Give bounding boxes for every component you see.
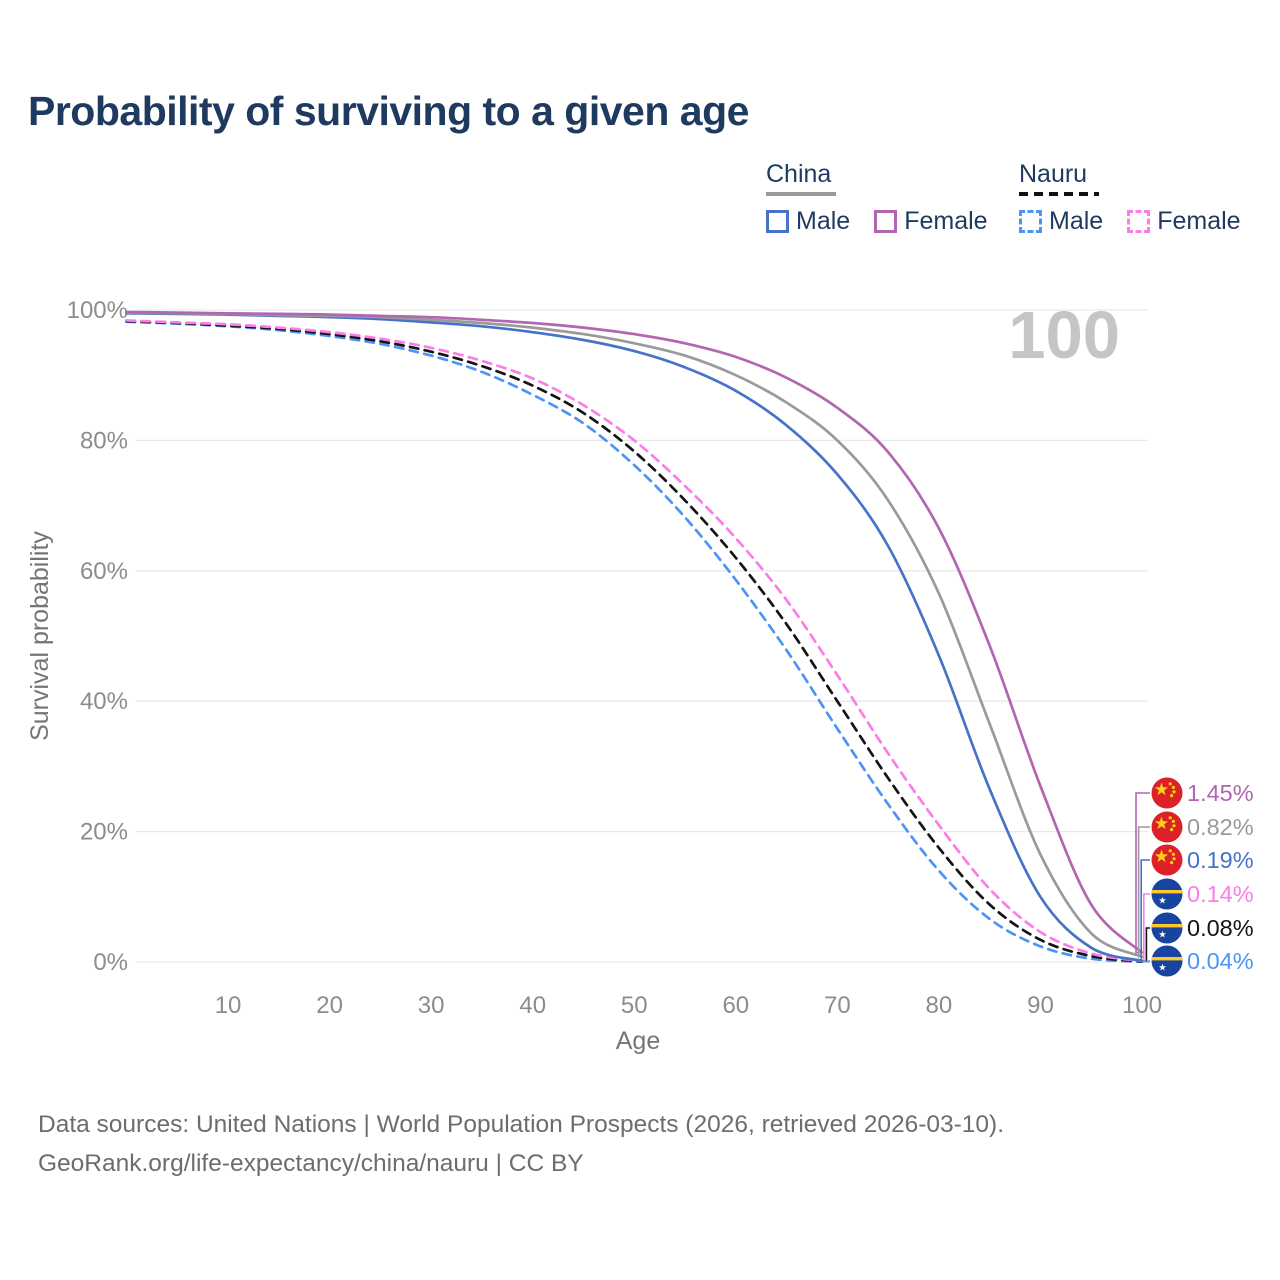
source-attribution: Data sources: United Nations | World Pop… [38, 1105, 1004, 1183]
nauru-male-checkbox-icon [1019, 210, 1042, 233]
end-value: 0.82% [1187, 814, 1254, 840]
x-tick-label: 70 [824, 992, 851, 1019]
x-tick-label: 60 [722, 992, 749, 1019]
legend-nauru-female-label: Female [1157, 207, 1241, 235]
china-flag-icon [1152, 812, 1183, 843]
connector-nauru_male [1142, 960, 1150, 963]
end-labels: 1.45% 0.82% 0.19% 0.14% 0.08% 0.04% [1152, 778, 1254, 977]
series-line-china_all [125, 311, 1144, 959]
gridlines [135, 309, 1148, 963]
end-label-nauru-female: 0.14% [1152, 879, 1254, 910]
series-line-nauru_male [125, 320, 1144, 964]
x-tick-label: 50 [621, 992, 648, 1019]
end-value: 0.19% [1187, 847, 1254, 873]
legend-china-title: China [766, 160, 832, 188]
china-solid-line-sample [766, 192, 836, 196]
series-curves [125, 310, 1144, 964]
legend-item-china-female[interactable]: Female [874, 207, 988, 236]
axis-tick-labels: 0% 20% 40% 60% 80% 100% 10 20 30 40 50 60 70 80 90 100 [67, 297, 1162, 1019]
x-tick-label: 80 [926, 992, 953, 1019]
end-label-nauru-male: 0.04% [1152, 946, 1254, 977]
end-value: 0.14% [1187, 881, 1254, 907]
end-label-china-all: 0.82% [1152, 812, 1254, 843]
connector-china_male [1140, 859, 1150, 962]
china-male-checkbox-icon [766, 210, 789, 233]
y-axis-title: Survival probability [26, 531, 54, 741]
y-tick-label: 60% [80, 558, 128, 585]
end-label-china-male: 0.19% [1152, 845, 1254, 876]
china-female-checkbox-icon [874, 210, 898, 233]
series-line-nauru_female [125, 319, 1144, 963]
nauru-flag-icon [1152, 913, 1183, 944]
legend-china-female-label: Female [904, 207, 988, 235]
x-axis-title: Age [616, 1027, 660, 1055]
legend-nauru-male-label: Male [1049, 207, 1104, 235]
nauru-flag-icon [1152, 946, 1183, 977]
legend-nauru-title: Nauru [1019, 160, 1088, 188]
age-watermark: 100 [1008, 298, 1120, 373]
nauru-flag-icon [1152, 879, 1183, 910]
legend-item-china-male[interactable]: Male [766, 207, 850, 236]
x-tick-label: 20 [316, 992, 343, 1019]
end-label-connectors [1135, 792, 1150, 963]
y-tick-label: 20% [80, 819, 128, 846]
y-tick-label: 0% [93, 949, 128, 976]
legend-group-nauru: Nauru Male Female [1019, 160, 1241, 236]
legend: China Male Female Nauru Male [0, 160, 1280, 250]
series-line-nauru_all [125, 319, 1144, 963]
china-flag-icon [1152, 845, 1183, 876]
nauru-female-checkbox-icon [1127, 210, 1151, 233]
end-label-china-female: 1.45% [1152, 778, 1254, 809]
y-tick-label: 80% [80, 427, 128, 454]
x-tick-label: 40 [519, 992, 546, 1019]
data-sources-line: Data sources: United Nations | World Pop… [38, 1111, 1005, 1138]
legend-group-china: China Male Female [766, 160, 988, 236]
end-value: 0.04% [1187, 948, 1254, 974]
y-tick-label: 40% [80, 688, 128, 715]
license-line: GeoRank.org/life-expectancy/china/nauru … [38, 1150, 584, 1177]
end-value: 0.08% [1187, 915, 1254, 941]
series-line-china_female [125, 310, 1144, 954]
legend-china-male-label: Male [796, 207, 851, 235]
nauru-dashed-line-sample [1019, 192, 1099, 196]
page-title: Probability of surviving to a given age [28, 88, 749, 134]
x-tick-label: 30 [418, 992, 445, 1019]
series-line-china_male [125, 311, 1144, 963]
legend-item-nauru-female[interactable]: Female [1127, 207, 1241, 236]
end-value: 1.45% [1187, 780, 1254, 806]
y-tick-label: 100% [67, 297, 128, 324]
legend-item-nauru-male[interactable]: Male [1019, 207, 1103, 236]
x-tick-label: 100 [1122, 992, 1162, 1019]
end-label-nauru-all: 0.08% [1152, 913, 1254, 944]
china-flag-icon [1152, 778, 1183, 809]
x-tick-label: 10 [215, 992, 242, 1019]
x-tick-label: 90 [1027, 992, 1054, 1019]
